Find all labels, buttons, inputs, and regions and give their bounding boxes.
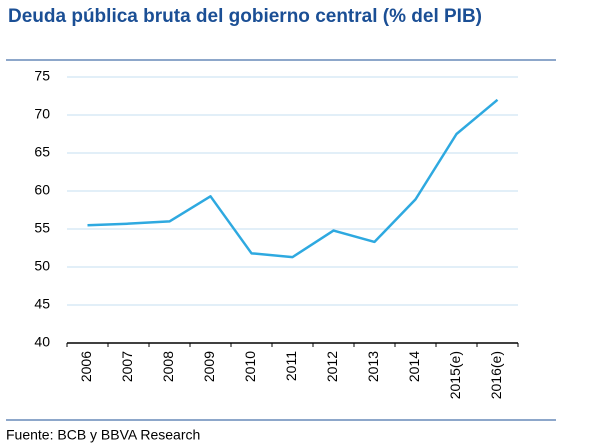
x-tick-label: 2014 [406, 351, 422, 382]
y-tick-label: 70 [34, 106, 50, 122]
source: Fuente: BCB y BBVA Research [6, 427, 200, 443]
y-tick-label: 45 [34, 296, 50, 312]
x-tick-label: 2009 [201, 351, 217, 382]
y-tick-label: 50 [34, 258, 50, 274]
y-tick-label: 75 [34, 68, 50, 84]
x-tick-label: 2013 [365, 351, 381, 382]
x-tick-label: 2016(e) [488, 351, 504, 399]
y-tick-label: 55 [34, 220, 50, 236]
y-tick-label: 40 [34, 334, 50, 350]
y-tick-label: 60 [34, 182, 50, 198]
y-tick-label: 65 [34, 144, 50, 160]
x-tick-label: 2006 [78, 351, 94, 382]
chart-title: Deuda pública bruta del gobierno central… [8, 6, 483, 27]
x-tick-label: 2015(e) [447, 351, 463, 399]
x-tick-label: 2008 [160, 351, 176, 382]
x-tick-label: 2010 [242, 351, 258, 382]
x-tick-label: 2012 [324, 351, 340, 382]
x-tick-label: 2007 [119, 351, 135, 382]
x-tick-label: 2011 [283, 351, 299, 381]
line-series [87, 98, 499, 259]
